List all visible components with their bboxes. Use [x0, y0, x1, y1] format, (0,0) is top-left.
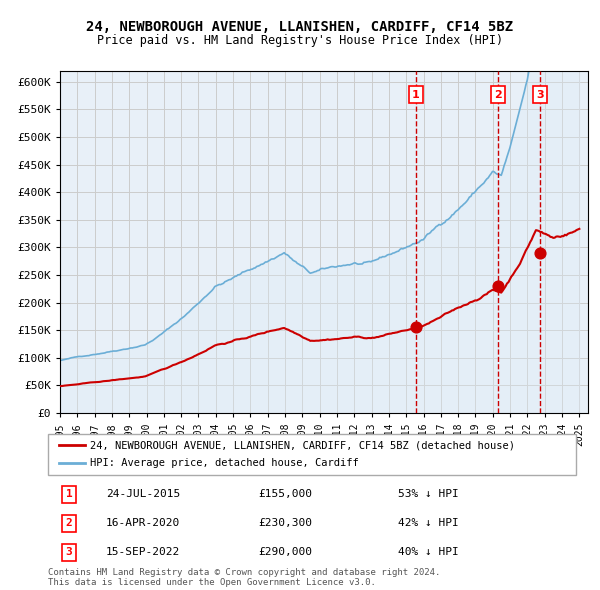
Text: 1: 1 — [66, 490, 73, 499]
Point — [535, 248, 545, 258]
Text: 53% ↓ HPI: 53% ↓ HPI — [398, 490, 458, 499]
Text: 3: 3 — [66, 548, 73, 557]
Text: 2: 2 — [66, 519, 73, 528]
Text: 42% ↓ HPI: 42% ↓ HPI — [398, 519, 458, 528]
Text: 40% ↓ HPI: 40% ↓ HPI — [398, 548, 458, 557]
Text: 16-APR-2020: 16-APR-2020 — [106, 519, 180, 528]
Text: 1: 1 — [412, 90, 420, 100]
Text: £155,000: £155,000 — [259, 490, 313, 499]
Text: Contains HM Land Registry data © Crown copyright and database right 2024.: Contains HM Land Registry data © Crown c… — [48, 568, 440, 577]
Text: HPI: Average price, detached house, Cardiff: HPI: Average price, detached house, Card… — [90, 458, 359, 468]
FancyBboxPatch shape — [48, 434, 576, 475]
Point — [493, 281, 503, 291]
Point — [411, 323, 421, 332]
Text: This data is licensed under the Open Government Licence v3.0.: This data is licensed under the Open Gov… — [48, 578, 376, 588]
Text: £230,300: £230,300 — [259, 519, 313, 528]
Text: 15-SEP-2022: 15-SEP-2022 — [106, 548, 180, 557]
Text: 2: 2 — [494, 90, 502, 100]
Text: £290,000: £290,000 — [259, 548, 313, 557]
Text: 3: 3 — [536, 90, 544, 100]
Text: 24, NEWBOROUGH AVENUE, LLANISHEN, CARDIFF, CF14 5BZ: 24, NEWBOROUGH AVENUE, LLANISHEN, CARDIF… — [86, 19, 514, 34]
Text: Price paid vs. HM Land Registry's House Price Index (HPI): Price paid vs. HM Land Registry's House … — [97, 34, 503, 47]
Text: 24-JUL-2015: 24-JUL-2015 — [106, 490, 180, 499]
Text: 24, NEWBOROUGH AVENUE, LLANISHEN, CARDIFF, CF14 5BZ (detached house): 24, NEWBOROUGH AVENUE, LLANISHEN, CARDIF… — [90, 440, 515, 450]
